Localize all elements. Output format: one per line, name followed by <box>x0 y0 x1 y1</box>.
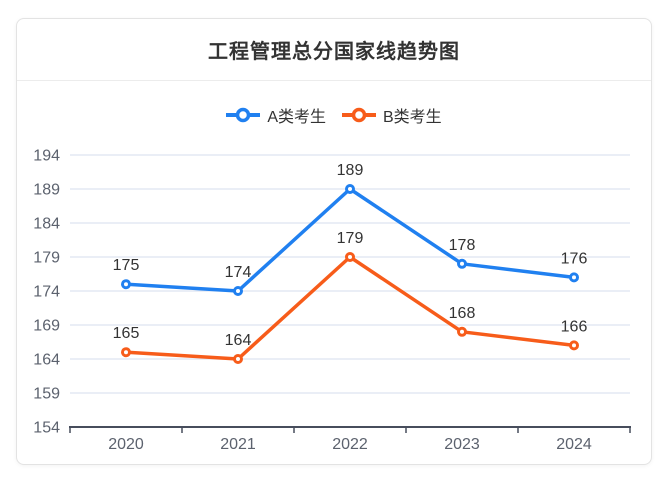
legend-item-b[interactable]: B类考生 <box>342 103 442 127</box>
chart-card: 工程管理总分国家线趋势图 A类考生 B类考生 <box>16 18 652 465</box>
data-point[interactable] <box>457 326 467 337</box>
data-point[interactable] <box>345 184 355 194</box>
legend-line-marker-icon <box>226 107 261 123</box>
legend-line-marker-icon <box>342 107 376 123</box>
legend-item-a[interactable]: A类考生 <box>226 103 326 127</box>
legend-marker-circle <box>236 107 251 123</box>
data-point[interactable] <box>121 279 131 290</box>
data-point[interactable] <box>233 354 243 364</box>
data-point[interactable] <box>233 286 243 296</box>
data-point[interactable] <box>569 340 579 351</box>
chart-header: 工程管理总分国家线趋势图 <box>17 19 651 81</box>
data-point[interactable] <box>345 252 355 262</box>
chart-legend: A类考生 B类考生 <box>17 103 651 127</box>
legend-marker-circle <box>351 107 367 123</box>
data-point[interactable] <box>121 347 131 358</box>
chart-title: 工程管理总分国家线趋势图 <box>208 41 460 63</box>
data-point[interactable] <box>457 258 467 269</box>
data-point[interactable] <box>569 272 579 283</box>
legend-label: B类考生 <box>383 109 442 126</box>
legend-label: A类考生 <box>267 109 326 126</box>
